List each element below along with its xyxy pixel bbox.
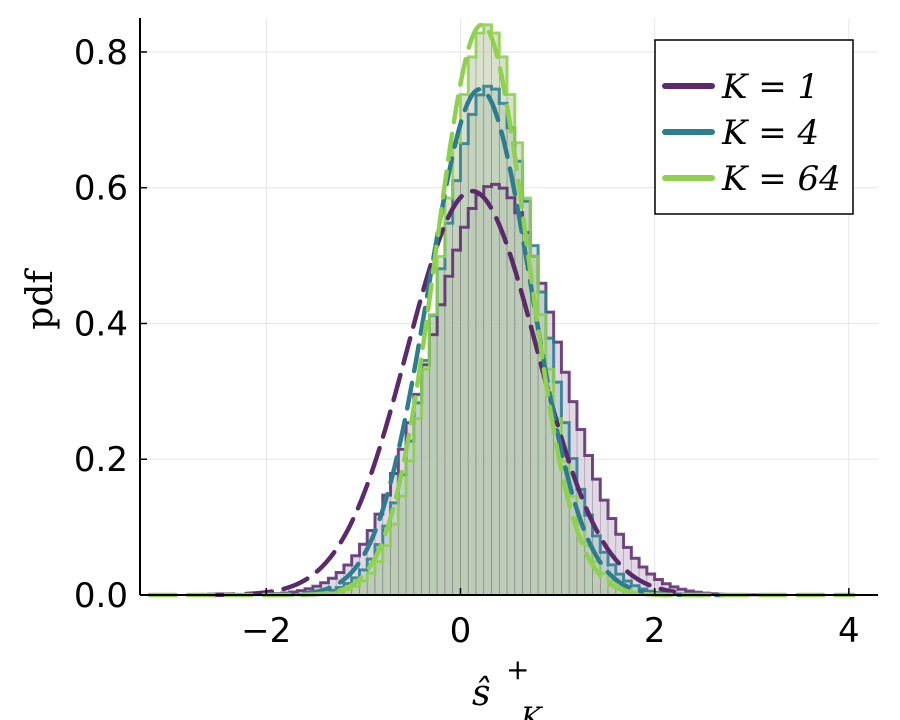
y-tick-label: 0.6 [74,169,128,209]
legend-box [654,39,854,215]
x-axis-label-base: ŝ [472,673,490,714]
legend-label: K = 64 [721,159,841,199]
x-ticks: −2 0 2 4 [241,588,860,651]
x-axis-label-sub: K [520,701,544,720]
legend-label: K = 4 [721,113,819,153]
hist-bar [475,32,485,596]
hist-bar [483,24,492,596]
y-tick-label: 0.2 [74,440,128,480]
y-ticks: 0.0 0.2 0.4 0.6 0.8 [74,33,147,616]
y-tick-label: 0.4 [74,304,128,344]
hist-outline-series-1 [264,84,711,597]
x-tick-label: −2 [241,611,291,651]
axes [139,18,878,596]
legend: K = 1 K = 4 K = 64 [654,39,854,215]
x-tick-label: 4 [838,611,860,651]
x-axis-label: ŝ + K [472,647,544,720]
legend-label: K = 1 [721,67,819,107]
hist-fill-series-2 [289,24,687,596]
y-tick-label: 0.8 [74,33,128,73]
pdf-curve-series-0 [205,188,677,598]
y-axis-label: pdf [20,268,61,330]
x-tick-label: 0 [450,611,472,651]
x-axis-label-sup: + [506,653,529,686]
x-tick-label: 2 [644,611,666,651]
hist-outline-series-0 [218,182,773,597]
y-tick-label: 0.0 [74,576,128,616]
histogram-fills [219,24,772,596]
